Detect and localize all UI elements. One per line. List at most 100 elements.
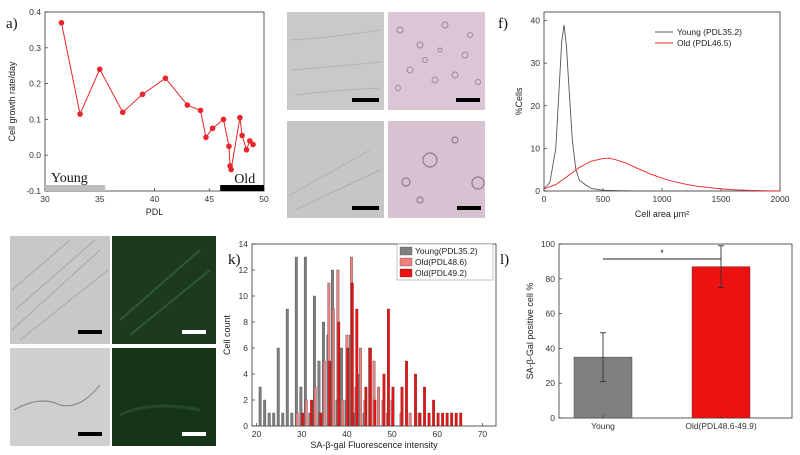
y-tick-label: 6 <box>243 343 248 353</box>
y-tick-label: 80 <box>546 274 556 284</box>
axes-frame <box>558 243 793 419</box>
growth-rate-point <box>228 166 234 173</box>
growth-rate-point <box>239 132 245 139</box>
growth-rate-point <box>58 19 65 26</box>
old-range-bar <box>220 185 264 191</box>
y-tick-label: 0.4 <box>29 7 41 17</box>
histogram-bar <box>418 412 422 427</box>
y-tick-label: 0.2 <box>29 79 41 89</box>
legend-label: Old(PDL49.2) <box>415 268 467 278</box>
histogram-bar <box>281 412 285 427</box>
scale-bar <box>182 432 206 436</box>
growth-rate-point <box>220 116 227 123</box>
scale-bar <box>456 98 480 102</box>
growth-rate-point <box>197 107 204 114</box>
y-tick-label: 10 <box>239 291 249 301</box>
histogram-bar <box>427 412 431 427</box>
y-tick-label: 100 <box>541 239 555 249</box>
histogram-bar <box>322 360 326 427</box>
growth-rate-line <box>60 22 254 170</box>
histogram-bar <box>382 373 386 427</box>
old-annotation: Old <box>234 172 255 187</box>
y-tick-label: 30 <box>531 58 541 68</box>
y-tick-label: 0.3 <box>29 43 41 53</box>
histogram-bar <box>450 412 454 427</box>
histogram-bar <box>258 386 262 427</box>
histogram-bar <box>290 412 294 427</box>
scale-bar <box>78 432 102 436</box>
histogram-bar <box>359 347 362 427</box>
histogram-bar <box>285 308 289 427</box>
x-tick-label: 45 <box>205 194 215 204</box>
x-tick-label: 40 <box>150 194 160 204</box>
x-axis-label: SA-β-gal Fluorescence intensity <box>310 440 438 450</box>
growth-rate-point <box>96 66 103 73</box>
histogram-bar <box>387 308 390 427</box>
y-tick-label: 0 <box>243 421 248 431</box>
young-annotation: Young <box>51 171 88 186</box>
histogram-bar <box>331 308 335 427</box>
histogram-bar <box>304 399 308 427</box>
growth-rate-point <box>77 111 83 117</box>
micrograph-g <box>10 236 110 344</box>
y-axis-label: Cell growth rate/day <box>7 61 17 142</box>
histogram-bar <box>295 412 299 427</box>
x-tick-label: 35 <box>95 194 105 204</box>
y-tick-label: 60 <box>546 309 556 319</box>
legend-swatch <box>399 257 413 267</box>
histogram-bar <box>294 256 298 427</box>
series-line-old <box>543 157 781 192</box>
x-tick-label: Young <box>591 421 615 431</box>
histogram-bar <box>319 412 323 427</box>
x-tick-label: 0 <box>542 194 547 204</box>
histogram-bar <box>391 386 395 427</box>
histogram-bar <box>459 412 463 427</box>
y-tick-label: 0.1 <box>29 114 41 124</box>
panel-label-k: k) <box>228 252 241 268</box>
histogram-bar <box>272 412 276 427</box>
x-tick-label: 50 <box>259 194 269 204</box>
legend-box <box>396 243 494 281</box>
histogram-bar <box>313 386 317 427</box>
histogram-bar <box>405 360 408 427</box>
growth-rate-point <box>226 143 232 150</box>
x-tick-label: 50 <box>387 429 397 439</box>
growth-rate-point <box>203 134 209 141</box>
histogram-bar <box>301 412 304 427</box>
y-axis-label: SA-β-Gal positive cell % <box>525 283 535 380</box>
x-axis-label: PDL <box>146 207 164 217</box>
legend-label: Young (PDL35.2) <box>677 27 742 37</box>
scale-bar <box>182 330 206 334</box>
micrograph-h <box>112 236 216 344</box>
histogram-bar <box>310 399 314 427</box>
legend-label: Old(PDL48.6) <box>415 257 467 267</box>
chart-a-growth-rate: 30 35 40 45 50 -0.1 0.0 0.1 0.2 0.3 0.4 PDL Cell gro… <box>7 7 269 217</box>
x-tick-label: 40 <box>342 429 352 439</box>
axes-frame <box>543 11 781 192</box>
y-tick-label: 0 <box>535 186 540 196</box>
histogram-bar <box>445 412 449 427</box>
histogram-bar <box>355 308 359 427</box>
micrograph-j <box>112 348 216 446</box>
y-tick-label: 10 <box>531 143 541 153</box>
y-axis-label: %Cells <box>514 87 524 116</box>
histogram-bar <box>432 399 436 427</box>
histogram-bar <box>408 412 412 427</box>
x-tick-label: 500 <box>596 194 610 204</box>
x-tick-label: 20 <box>252 429 262 439</box>
micrograph-e <box>388 121 485 218</box>
panel-label-f: f) <box>498 16 508 32</box>
y-tick-label: 0 <box>550 413 555 423</box>
growth-rate-point <box>139 91 146 98</box>
histogram-bar <box>346 347 350 427</box>
x-tick-label: 70 <box>478 429 488 439</box>
scale-bar <box>457 206 481 210</box>
histogram-bar <box>377 386 380 427</box>
histogram-bar <box>328 360 332 427</box>
histogram-bar <box>337 321 341 427</box>
y-tick-label: 20 <box>531 101 541 111</box>
micrograph-d <box>287 121 384 218</box>
x-tick-label: 30 <box>297 429 307 439</box>
micrograph-b <box>287 12 384 110</box>
